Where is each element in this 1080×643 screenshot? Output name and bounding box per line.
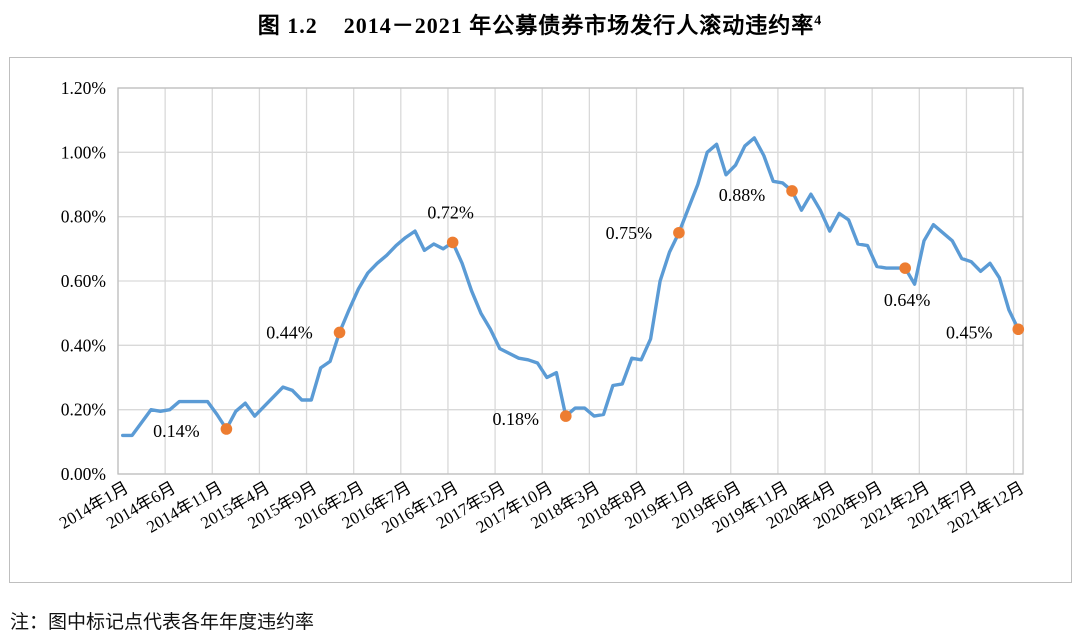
y-axis-tick-label: 1.00% [61, 142, 106, 162]
y-axis-tick-label: 0.60% [61, 271, 106, 291]
marker-value-label: 0.88% [719, 185, 766, 205]
chart-note: 注：图中标记点代表各年年度违约率 [10, 612, 315, 633]
chart-title-prefix: 图 1.2 [257, 13, 318, 38]
marker-value-label: 0.45% [946, 322, 993, 342]
year-end-marker [786, 185, 798, 197]
year-end-marker [220, 423, 233, 435]
year-end-marker [899, 262, 911, 274]
marker-value-label: 0.44% [266, 322, 313, 342]
chart-title-footnote-ref: 4 [814, 13, 823, 29]
y-axis-tick-label: 0.80% [61, 207, 106, 227]
chart-title-main: 2014－2021 年公募债券市场发行人滚动违约率 [343, 13, 815, 38]
chart-area-frame: 0.00% 0.20% 0.40% 0.60% 0.80% 1.00% 1.20% 2014年… [9, 57, 1072, 583]
plot-border [117, 87, 1024, 475]
y-axis-tick-label: 0.00% [61, 464, 106, 484]
year-end-marker [559, 410, 572, 422]
rolling-default-rate-line-chart: 0.00%0.20%0.40%0.60%0.80%1.00%1.20%2014年… [56, 78, 1027, 537]
marker-value-label: 0.72% [427, 202, 474, 222]
year-end-marker [446, 236, 459, 249]
marker-value-label: 0.64% [884, 290, 931, 310]
marker-value-label: 0.18% [493, 409, 540, 429]
y-axis-tick-label: 0.40% [61, 335, 106, 355]
year-end-marker [333, 326, 346, 339]
default-rate-line [120, 136, 1020, 438]
chart-title: 图 1.2 2014－2021 年公募债券市场发行人滚动违约率4 [0, 8, 1080, 40]
year-end-marker [673, 226, 685, 239]
y-axis-tick-label: 1.20% [61, 78, 106, 98]
year-end-marker [1012, 323, 1025, 336]
y-axis-tick-label: 0.20% [61, 400, 106, 420]
marker-value-label: 0.75% [606, 223, 653, 243]
marker-value-label: 0.14% [153, 421, 200, 441]
